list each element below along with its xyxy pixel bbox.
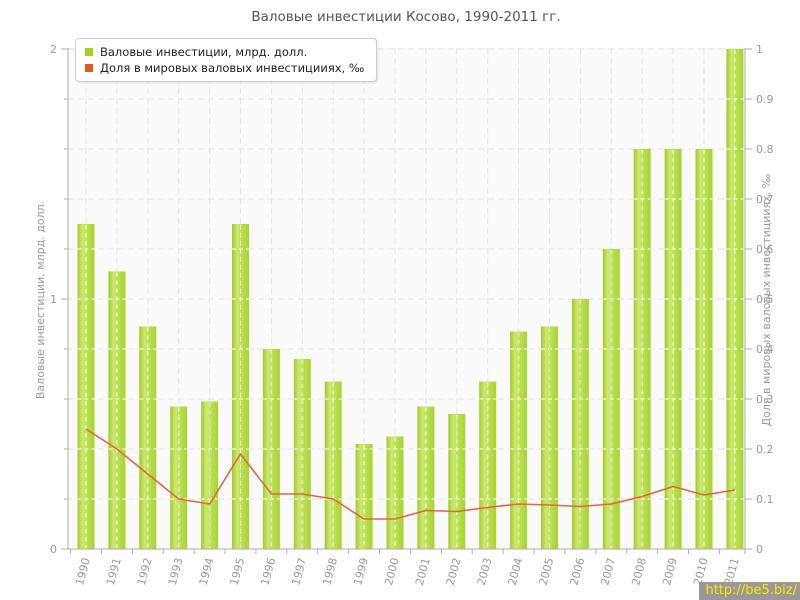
chart-title: Валовые инвестиции Косово, 1990-2011 гг. bbox=[251, 9, 560, 25]
world-share-line[interactable] bbox=[85, 428, 736, 520]
left-axis-title: Валовые инвестиции, млрд. долл. bbox=[34, 201, 47, 399]
x-tick-label-1999: 1999 bbox=[351, 556, 371, 586]
x-tick-label-1996: 1996 bbox=[258, 556, 278, 586]
right-tick-label-0.6: 0.6 bbox=[756, 243, 774, 256]
x-tick-label-2006: 2006 bbox=[567, 556, 587, 586]
bar-2000[interactable] bbox=[386, 436, 404, 550]
bar-1993[interactable] bbox=[170, 406, 188, 550]
bar-1997[interactable] bbox=[293, 359, 311, 549]
right-axis-title: Доля в мировых валовых инвестицииях, ‰ bbox=[760, 173, 773, 426]
left-tick-label-0: 0 bbox=[50, 543, 57, 556]
legend-item-label: Доля в мировых валовых инвестицииях, ‰ bbox=[100, 61, 365, 75]
right-tick-label-0.3: 0.3 bbox=[756, 393, 774, 406]
x-tick-label-2007: 2007 bbox=[598, 556, 618, 586]
x-tick-label-1994: 1994 bbox=[197, 556, 217, 586]
x-tick-label-1998: 1998 bbox=[320, 556, 340, 586]
right-tick-label-0.5: 0.5 bbox=[756, 293, 774, 306]
x-tick-label-1990: 1990 bbox=[73, 556, 93, 586]
x-tick-label-2005: 2005 bbox=[537, 556, 557, 586]
x-tick-label-2009: 2009 bbox=[660, 556, 680, 586]
legend-item-label: Валовые инвестиции, млрд. долл. bbox=[100, 45, 308, 59]
left-tick-label-2: 2 bbox=[50, 43, 57, 56]
x-tick-label-2004: 2004 bbox=[506, 556, 526, 586]
watermark-link[interactable]: http://be5.biz/ bbox=[699, 582, 800, 600]
right-tick-label-0.7: 0.7 bbox=[756, 193, 774, 206]
x-tick-label-2002: 2002 bbox=[444, 556, 464, 586]
right-tick-label-0: 0 bbox=[756, 543, 763, 556]
x-tick-label-1993: 1993 bbox=[166, 556, 186, 586]
legend-bar-swatch-icon bbox=[85, 48, 93, 56]
right-tick-label-0.1: 0.1 bbox=[756, 493, 774, 506]
x-tick-label-1991: 1991 bbox=[104, 556, 124, 586]
bar-2005[interactable] bbox=[541, 326, 558, 550]
right-tick-label-1: 1 bbox=[756, 43, 763, 56]
x-tick-label-1995: 1995 bbox=[228, 556, 248, 586]
legend-item-investments[interactable]: Валовые инвестиции, млрд. долл. bbox=[85, 44, 364, 60]
bar-2001[interactable] bbox=[417, 406, 435, 550]
x-tick-label-2003: 2003 bbox=[475, 556, 495, 586]
right-tick-label-0.2: 0.2 bbox=[756, 443, 774, 456]
right-tick-label-0.8: 0.8 bbox=[756, 143, 774, 156]
legend-item-world-share[interactable]: Доля в мировых валовых инвестицииях, ‰ bbox=[85, 60, 364, 76]
x-tick-label-2008: 2008 bbox=[629, 556, 649, 586]
left-tick-label-1: 1 bbox=[50, 293, 57, 306]
x-tick-label-2001: 2001 bbox=[413, 556, 433, 586]
x-tick-label-1992: 1992 bbox=[135, 556, 155, 586]
legend: Валовые инвестиции, млрд. долл. Доля в м… bbox=[75, 38, 378, 82]
right-tick-label-0.4: 0.4 bbox=[756, 343, 774, 356]
x-tick-label-2000: 2000 bbox=[382, 556, 402, 586]
x-tick-label-1997: 1997 bbox=[289, 556, 309, 586]
legend-line-swatch-icon bbox=[85, 64, 93, 72]
right-tick-label-0.9: 0.9 bbox=[756, 93, 774, 106]
bar-1992[interactable] bbox=[139, 326, 157, 550]
